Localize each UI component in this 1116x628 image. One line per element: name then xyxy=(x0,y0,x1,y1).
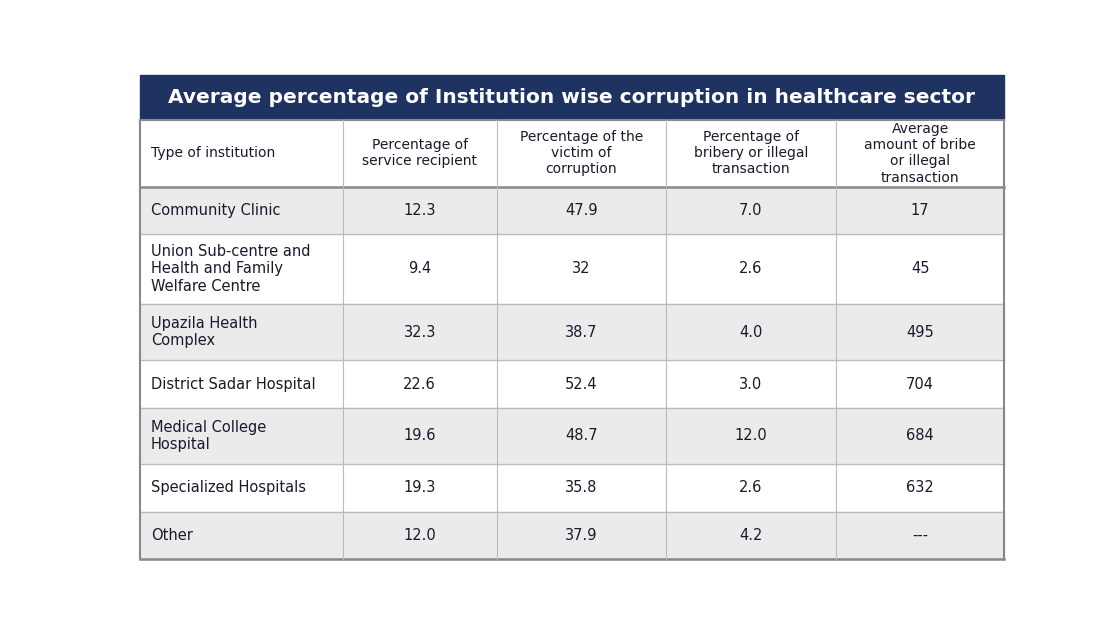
Text: 32: 32 xyxy=(573,261,590,276)
Text: Community Clinic: Community Clinic xyxy=(151,203,280,218)
Text: Medical College
Hospital: Medical College Hospital xyxy=(151,420,266,452)
Text: 7.0: 7.0 xyxy=(739,203,762,218)
Text: 37.9: 37.9 xyxy=(565,528,598,543)
Bar xyxy=(140,187,1004,234)
Text: 22.6: 22.6 xyxy=(403,377,436,391)
Text: Upazila Health
Complex: Upazila Health Complex xyxy=(151,316,258,349)
Text: 3.0: 3.0 xyxy=(740,377,762,391)
Text: Other: Other xyxy=(151,528,193,543)
Text: 12.3: 12.3 xyxy=(404,203,436,218)
Text: 35.8: 35.8 xyxy=(566,480,598,495)
Text: 52.4: 52.4 xyxy=(565,377,598,391)
Text: 32.3: 32.3 xyxy=(404,325,436,340)
Text: Percentage of
service recipient: Percentage of service recipient xyxy=(363,138,478,168)
Text: Average percentage of Institution wise corruption in healthcare sector: Average percentage of Institution wise c… xyxy=(169,88,975,107)
Text: 704: 704 xyxy=(906,377,934,391)
Text: 47.9: 47.9 xyxy=(565,203,598,218)
Bar xyxy=(140,360,1004,408)
Bar xyxy=(140,304,1004,360)
Text: 4.0: 4.0 xyxy=(739,325,762,340)
Bar xyxy=(140,512,1004,559)
Text: Percentage of
bribery or illegal
transaction: Percentage of bribery or illegal transac… xyxy=(694,130,808,176)
Text: 4.2: 4.2 xyxy=(739,528,762,543)
Text: 2.6: 2.6 xyxy=(739,261,762,276)
Text: 45: 45 xyxy=(911,261,930,276)
Text: 12.0: 12.0 xyxy=(403,528,436,543)
Text: 9.4: 9.4 xyxy=(408,261,432,276)
Bar xyxy=(140,464,1004,512)
Text: Union Sub-centre and
Health and Family
Welfare Centre: Union Sub-centre and Health and Family W… xyxy=(151,244,310,294)
Bar xyxy=(140,120,1004,187)
Bar xyxy=(140,75,1004,120)
Text: 19.6: 19.6 xyxy=(404,428,436,443)
Text: 495: 495 xyxy=(906,325,934,340)
Bar xyxy=(140,408,1004,464)
Text: 2.6: 2.6 xyxy=(739,480,762,495)
Text: 19.3: 19.3 xyxy=(404,480,436,495)
Text: 684: 684 xyxy=(906,428,934,443)
Text: Specialized Hospitals: Specialized Hospitals xyxy=(151,480,306,495)
Text: Type of institution: Type of institution xyxy=(151,146,275,160)
Text: District Sadar Hospital: District Sadar Hospital xyxy=(151,377,316,391)
Text: Percentage of the
victim of
corruption: Percentage of the victim of corruption xyxy=(520,130,643,176)
Text: 12.0: 12.0 xyxy=(734,428,768,443)
Text: Average
amount of bribe
or illegal
transaction: Average amount of bribe or illegal trans… xyxy=(864,122,976,185)
Bar xyxy=(140,234,1004,304)
Text: 17: 17 xyxy=(911,203,930,218)
Text: 632: 632 xyxy=(906,480,934,495)
Text: 38.7: 38.7 xyxy=(565,325,598,340)
Text: 48.7: 48.7 xyxy=(565,428,598,443)
Text: ---: --- xyxy=(912,528,929,543)
